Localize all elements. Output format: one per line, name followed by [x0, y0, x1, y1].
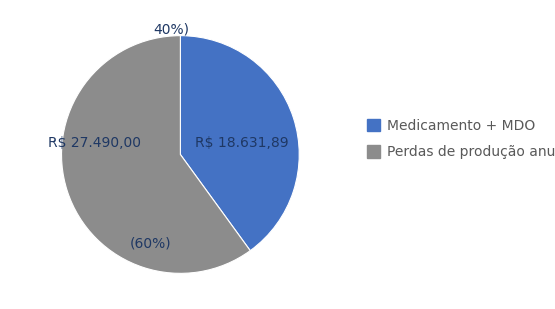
Text: R$ 27.490,00: R$ 27.490,00: [48, 136, 142, 150]
Text: (60%): (60%): [130, 237, 171, 251]
Text: R$ 18.631,89: R$ 18.631,89: [195, 136, 289, 150]
Wedge shape: [62, 36, 250, 273]
Wedge shape: [180, 36, 299, 251]
Legend: Medicamento + MDO, Perdas de produção anual: Medicamento + MDO, Perdas de produção an…: [366, 119, 555, 159]
Text: 40%): 40%): [153, 23, 189, 37]
